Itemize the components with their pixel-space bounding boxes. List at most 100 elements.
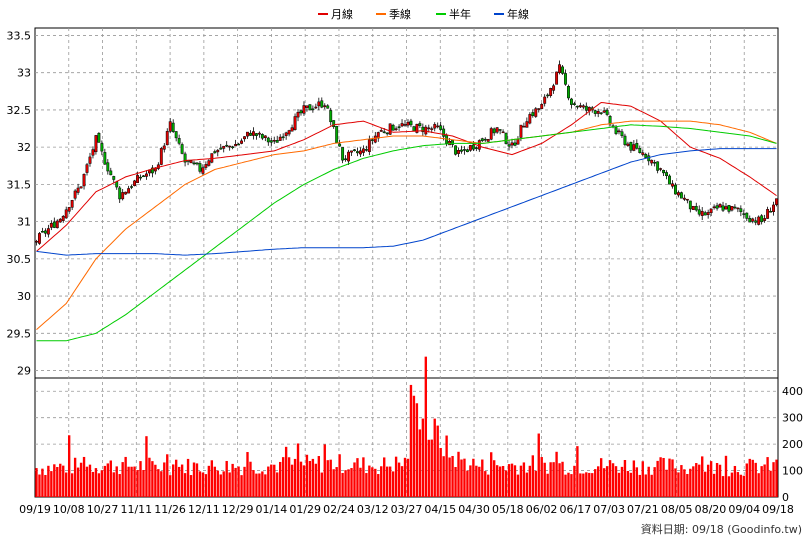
volume-bar — [671, 459, 674, 497]
candle-body — [679, 192, 683, 199]
volume-bar — [733, 465, 737, 497]
candle-body — [525, 121, 529, 128]
volume-bar — [689, 468, 692, 497]
volume-bar — [528, 465, 532, 497]
volume-bar — [276, 472, 279, 497]
candle-body — [391, 124, 395, 131]
volume-bar — [145, 436, 148, 497]
volume-bar — [516, 474, 520, 497]
volume-bar — [180, 464, 184, 497]
candle-body — [721, 205, 725, 211]
x-tick-label: 10/08 — [53, 503, 85, 516]
x-tick-label: 09/04 — [728, 503, 760, 516]
candle-body — [739, 208, 743, 213]
candle-body — [463, 149, 466, 151]
candle-body — [356, 151, 359, 154]
candle-body — [593, 110, 597, 114]
candle-body — [495, 127, 499, 133]
candle-body — [162, 145, 166, 150]
volume-bar — [457, 451, 460, 497]
data-date-footer: 資料日期: 09/18 (Goodinfo.tw) — [640, 523, 802, 536]
volume-bar — [537, 433, 540, 497]
volume-bar — [558, 463, 561, 497]
candle-body — [412, 126, 416, 132]
volume-bar — [436, 425, 439, 497]
candle-body — [570, 98, 573, 105]
ma-line-2 — [36, 120, 777, 330]
candle-body — [58, 218, 62, 223]
volume-bar — [626, 470, 630, 497]
volume-bar — [204, 474, 208, 497]
candle-body — [210, 153, 214, 163]
volume-bar — [748, 458, 751, 497]
candle-body — [424, 126, 428, 135]
volume-bar — [374, 468, 377, 497]
volume-bar — [195, 463, 199, 497]
volume-bar — [290, 464, 294, 497]
x-tick-label: 12/11 — [188, 503, 220, 516]
candle-body — [305, 105, 309, 108]
candle-body — [195, 162, 199, 165]
candle-body — [531, 112, 535, 116]
volume-bar — [261, 471, 264, 497]
candle-body — [335, 126, 339, 144]
candle-body — [243, 136, 246, 140]
volume-bar — [106, 463, 109, 497]
candle-body — [231, 146, 235, 149]
volume-bar — [317, 456, 321, 497]
price-tick-label: 33 — [17, 67, 31, 80]
candle-body — [760, 215, 764, 223]
candle-body — [552, 85, 556, 91]
candle-body — [668, 175, 671, 185]
volume-bar — [662, 457, 665, 497]
volume-bar — [469, 465, 472, 497]
candle-body — [581, 105, 585, 108]
volume-bar — [608, 460, 612, 497]
volume-bar — [79, 462, 83, 497]
candle-body — [757, 216, 761, 225]
volume-tick-label: 200 — [782, 438, 803, 451]
candle-body — [88, 156, 92, 164]
candle-body — [635, 143, 639, 149]
candle-body — [700, 210, 704, 216]
candle-body — [549, 88, 553, 96]
volume-bar — [311, 458, 315, 497]
volume-bar — [582, 473, 585, 497]
legend-label: 月線 — [331, 7, 353, 21]
candle-body — [641, 152, 645, 155]
candle-body — [263, 135, 267, 138]
candle-body — [46, 228, 50, 235]
candle-body — [665, 172, 668, 176]
candle-body — [454, 145, 457, 155]
candle-body — [240, 140, 243, 144]
volume-tick-label: 0 — [782, 491, 789, 504]
candle-body — [433, 124, 437, 129]
volume-bar — [531, 455, 534, 497]
volume-bar — [507, 464, 511, 497]
candle-body — [427, 127, 431, 130]
volume-bar — [338, 454, 341, 497]
volume-bar — [466, 470, 469, 497]
candle-body — [252, 131, 255, 136]
candle-body — [772, 204, 775, 213]
volume-bar — [641, 461, 644, 497]
volume-bar — [62, 465, 65, 497]
volume-bar — [41, 468, 44, 497]
volume-bar — [498, 466, 502, 497]
volume-bar — [549, 462, 552, 497]
volume-bar — [246, 452, 249, 497]
volume-bar — [56, 467, 59, 497]
candle-body — [769, 210, 773, 213]
candle-body — [498, 129, 502, 131]
volume-bar — [623, 459, 627, 497]
volume-bar — [222, 471, 225, 497]
candle-body — [142, 175, 145, 178]
price-tick-label: 30 — [17, 290, 31, 303]
volume-bar — [284, 446, 288, 497]
candle-body — [183, 153, 187, 163]
volume-bar — [668, 458, 671, 497]
candle-body — [754, 220, 758, 223]
volume-bar — [139, 461, 142, 497]
volume-bar — [237, 466, 240, 497]
volume-bar — [698, 464, 701, 497]
